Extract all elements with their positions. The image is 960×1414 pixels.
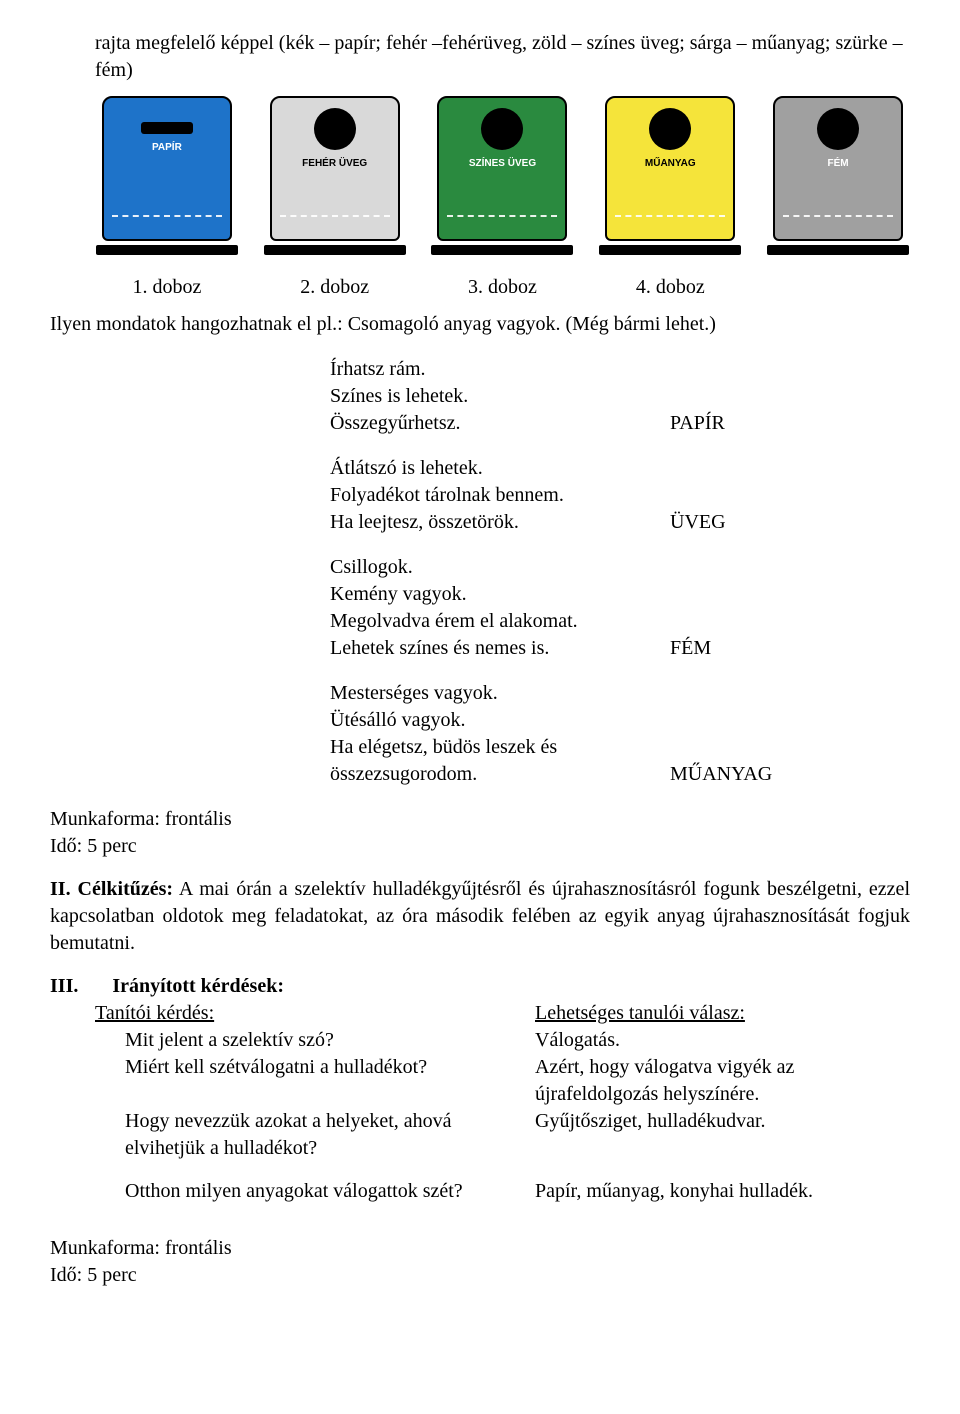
riddle-line: Színes is lehetek. (330, 383, 630, 410)
bin-label-3: 3. doboz (431, 274, 575, 301)
bin-label-5 (766, 274, 910, 301)
bin-4: MŰANYAG (598, 96, 742, 266)
riddle-3: Csillogok.Kemény vagyok.Megolvadva érem … (330, 554, 910, 662)
bin-label-1: 1. doboz (95, 274, 239, 301)
riddle-answer: ÜVEG (670, 509, 726, 536)
teacher-question: Hogy nevezzük azokat a helyeket, ahová e… (125, 1108, 535, 1162)
bin-body-label: SZÍNES ÜVEG (463, 156, 542, 171)
workform-label: Munkaforma: frontális (50, 806, 910, 833)
teacher-question: Miért kell szétválogatni a hulladékot? (125, 1054, 535, 1081)
riddle-line: Kemény vagyok. (330, 581, 630, 608)
riddle-1: Írhatsz rám.Színes is lehetek.Összegyűrh… (330, 356, 910, 437)
student-answer: Gyűjtősziget, hulladékudvar. (535, 1108, 910, 1162)
riddle-line: Mesterséges vagyok. (330, 680, 630, 707)
riddle-line: Írhatsz rám. (330, 356, 630, 383)
qa-row: Hogy nevezzük azokat a helyeket, ahová e… (50, 1108, 910, 1162)
section-2-text: A mai órán a szelektív hulladékgyűjtésrő… (50, 878, 910, 954)
qa-row: Mit jelent a szelektív szó?Válogatás. (50, 1027, 910, 1054)
riddle-line: Ha elégetsz, büdös leszek és (330, 734, 630, 761)
bin-body-label: FÉM (822, 156, 855, 171)
section-3: III. Irányított kérdések: Tanítói kérdés… (50, 973, 910, 1205)
teacher-q-label: Tanítói kérdés: (95, 1002, 214, 1024)
workform-time: Idő: 5 perc (50, 833, 910, 860)
student-answer: Válogatás. (535, 1027, 910, 1054)
section-2-prefix: II. Célkitűzés: (50, 878, 173, 900)
riddle-answer: MŰANYAG (670, 761, 772, 788)
teacher-question: Otthon milyen anyagokat válogattok szét? (125, 1178, 535, 1205)
riddle-line: Folyadékot tárolnak bennem. (330, 482, 630, 509)
bin-body-label: FEHÉR ÜVEG (296, 156, 373, 171)
bin-label-2: 2. doboz (263, 274, 407, 301)
riddle-line: Lehetek színes és nemes is. (330, 635, 630, 662)
bin-5: FÉM (766, 96, 910, 266)
intro-text: rajta megfelelő képpel (kék – papír; feh… (95, 30, 910, 84)
riddle-4: Mesterséges vagyok.Ütésálló vagyok.Ha el… (330, 680, 910, 788)
bin-2: FEHÉR ÜVEG (263, 96, 407, 266)
section-2: II. Célkitűzés: A mai órán a szelektív h… (50, 876, 910, 957)
teacher-question: Mit jelent a szelektív szó? (125, 1027, 535, 1054)
workform-label-2: Munkaforma: frontális (50, 1235, 910, 1262)
riddle-answer: FÉM (670, 635, 711, 662)
bin-body-label: MŰANYAG (639, 156, 702, 171)
bin-label-4: 4. doboz (598, 274, 742, 301)
riddles: Írhatsz rám.Színes is lehetek.Összegyűrh… (330, 356, 910, 788)
sentences-lead: Ilyen mondatok hangozhatnak el pl.: Csom… (50, 311, 910, 338)
bin-3: SZÍNES ÜVEG (431, 96, 575, 266)
riddle-line: Megolvadva érem el alakomat. (330, 608, 630, 635)
riddle-line: Ütésálló vagyok. (330, 707, 630, 734)
riddle-line: Átlátszó is lehetek. (330, 455, 630, 482)
qa-row: Otthon milyen anyagokat válogattok szét?… (50, 1178, 910, 1205)
riddle-line: Csillogok. (330, 554, 630, 581)
student-answer: Papír, műanyag, konyhai hulladék. (535, 1178, 910, 1205)
workform-time-2: Idő: 5 perc (50, 1262, 910, 1289)
bins-row: PAPÍR FEHÉR ÜVEG SZÍNES ÜVEG MŰANYAG FÉM (95, 96, 910, 266)
riddle-line: összezsugorodom. (330, 761, 630, 788)
bin-body-label: PAPÍR (146, 140, 188, 155)
riddle-line: Összegyűrhetsz. (330, 410, 630, 437)
riddle-answer: PAPÍR (670, 410, 725, 437)
bin-1: PAPÍR (95, 96, 239, 266)
bin-labels-row: 1. doboz 2. doboz 3. doboz 4. doboz (95, 274, 910, 301)
qa-row: Miért kell szétválogatni a hulladékot?Az… (50, 1054, 910, 1108)
riddle-2: Átlátszó is lehetek.Folyadékot tárolnak … (330, 455, 910, 536)
section-3-prefix: III. (50, 975, 78, 997)
workform-block-1: Munkaforma: frontális Idő: 5 perc (50, 806, 910, 860)
student-answer: Azért, hogy válogatva vigyék az újrafeld… (535, 1054, 910, 1108)
workform-block-2: Munkaforma: frontális Idő: 5 perc (50, 1235, 910, 1289)
riddle-line: Ha leejtesz, összetörök. (330, 509, 630, 536)
section-3-title: Irányított kérdések: (112, 975, 284, 997)
student-a-label: Lehetséges tanulói válasz: (535, 1002, 745, 1024)
